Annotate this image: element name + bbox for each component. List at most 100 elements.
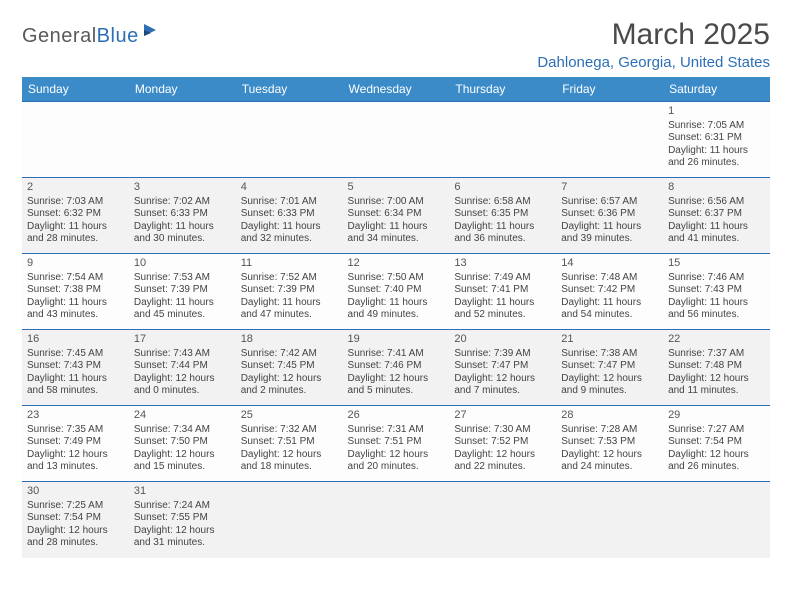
day-number: 1 <box>668 105 765 119</box>
calendar-cell <box>22 102 129 178</box>
day-info-line: Sunrise: 7:48 AM <box>561 272 658 285</box>
day-info-line: Sunset: 7:51 PM <box>348 436 445 449</box>
day-number: 29 <box>668 409 765 423</box>
day-header: Thursday <box>449 77 556 102</box>
day-info-line: Sunrise: 6:57 AM <box>561 196 658 209</box>
day-info-line: Sunset: 7:47 PM <box>454 360 551 373</box>
day-info-line: Sunrise: 7:37 AM <box>668 348 765 361</box>
day-info-line: Daylight: 11 hours <box>561 221 658 234</box>
day-info-line: Sunset: 6:34 PM <box>348 208 445 221</box>
day-info-line: Sunset: 7:42 PM <box>561 284 658 297</box>
calendar-week: 30Sunrise: 7:25 AMSunset: 7:54 PMDayligh… <box>22 482 770 558</box>
calendar-cell: 31Sunrise: 7:24 AMSunset: 7:55 PMDayligh… <box>129 482 236 558</box>
day-info-line: Sunrise: 6:56 AM <box>668 196 765 209</box>
day-info-line: and 45 minutes. <box>134 309 231 322</box>
calendar-cell: 15Sunrise: 7:46 AMSunset: 7:43 PMDayligh… <box>663 254 770 330</box>
day-header: Tuesday <box>236 77 343 102</box>
day-info-line: and 39 minutes. <box>561 233 658 246</box>
day-info-line: Sunrise: 7:43 AM <box>134 348 231 361</box>
day-number: 23 <box>27 409 124 423</box>
calendar-cell <box>236 102 343 178</box>
day-number: 17 <box>134 333 231 347</box>
day-info-line: and 22 minutes. <box>454 461 551 474</box>
location: Dahlonega, Georgia, United States <box>537 54 770 71</box>
day-info-line: Sunset: 7:47 PM <box>561 360 658 373</box>
day-info-line: and 28 minutes. <box>27 537 124 550</box>
calendar-week: 9Sunrise: 7:54 AMSunset: 7:38 PMDaylight… <box>22 254 770 330</box>
day-info-line: Sunrise: 7:02 AM <box>134 196 231 209</box>
day-info-line: and 2 minutes. <box>241 385 338 398</box>
day-info-line: Sunset: 6:32 PM <box>27 208 124 221</box>
day-info-line: and 32 minutes. <box>241 233 338 246</box>
logo-text: GeneralBlue <box>22 25 139 48</box>
day-number: 30 <box>27 485 124 499</box>
day-info-line: Daylight: 12 hours <box>27 525 124 538</box>
day-info-line: and 49 minutes. <box>348 309 445 322</box>
calendar-cell <box>556 482 663 558</box>
logo-text-1: General <box>22 25 97 47</box>
day-info-line: Sunrise: 7:46 AM <box>668 272 765 285</box>
day-info-line: Daylight: 11 hours <box>241 297 338 310</box>
day-info-line: and 30 minutes. <box>134 233 231 246</box>
day-info-line: Daylight: 11 hours <box>668 145 765 158</box>
day-info-line: Sunrise: 7:35 AM <box>27 424 124 437</box>
day-number: 8 <box>668 181 765 195</box>
day-info-line: Daylight: 11 hours <box>454 221 551 234</box>
day-info-line: Sunset: 7:44 PM <box>134 360 231 373</box>
calendar-cell: 30Sunrise: 7:25 AMSunset: 7:54 PMDayligh… <box>22 482 129 558</box>
day-info-line: Sunset: 7:46 PM <box>348 360 445 373</box>
day-info-line: Daylight: 12 hours <box>348 373 445 386</box>
day-info-line: Daylight: 11 hours <box>668 297 765 310</box>
day-info-line: Sunrise: 7:03 AM <box>27 196 124 209</box>
day-number: 2 <box>27 181 124 195</box>
day-info-line: and 24 minutes. <box>561 461 658 474</box>
day-info-line: Daylight: 11 hours <box>348 221 445 234</box>
day-info-line: and 18 minutes. <box>241 461 338 474</box>
flag-icon <box>143 22 165 43</box>
day-info-line: Sunset: 7:41 PM <box>454 284 551 297</box>
day-info-line: Daylight: 11 hours <box>561 297 658 310</box>
day-info-line: Sunrise: 7:54 AM <box>27 272 124 285</box>
day-info-line: Sunrise: 7:45 AM <box>27 348 124 361</box>
day-info-line: Sunset: 6:33 PM <box>241 208 338 221</box>
day-number: 25 <box>241 409 338 423</box>
title-block: March 2025 Dahlonega, Georgia, United St… <box>537 18 770 71</box>
day-info-line: Sunrise: 7:05 AM <box>668 120 765 133</box>
header: GeneralBlue March 2025 Dahlonega, Georgi… <box>22 18 770 71</box>
day-info-line: Daylight: 11 hours <box>134 297 231 310</box>
calendar-cell <box>663 482 770 558</box>
day-info-line: Sunrise: 7:50 AM <box>348 272 445 285</box>
day-info-line: and 9 minutes. <box>561 385 658 398</box>
day-info-line: and 52 minutes. <box>454 309 551 322</box>
day-info-line: Daylight: 11 hours <box>241 221 338 234</box>
calendar-cell <box>343 482 450 558</box>
day-number: 6 <box>454 181 551 195</box>
day-info-line: Sunrise: 7:28 AM <box>561 424 658 437</box>
calendar-cell: 7Sunrise: 6:57 AMSunset: 6:36 PMDaylight… <box>556 178 663 254</box>
day-number: 16 <box>27 333 124 347</box>
calendar-cell: 11Sunrise: 7:52 AMSunset: 7:39 PMDayligh… <box>236 254 343 330</box>
day-info-line: and 43 minutes. <box>27 309 124 322</box>
day-info-line: and 31 minutes. <box>134 537 231 550</box>
day-info-line: Sunset: 7:43 PM <box>668 284 765 297</box>
calendar-cell: 24Sunrise: 7:34 AMSunset: 7:50 PMDayligh… <box>129 406 236 482</box>
day-number: 27 <box>454 409 551 423</box>
calendar-cell: 19Sunrise: 7:41 AMSunset: 7:46 PMDayligh… <box>343 330 450 406</box>
day-number: 28 <box>561 409 658 423</box>
day-info-line: Sunset: 7:48 PM <box>668 360 765 373</box>
calendar-cell: 27Sunrise: 7:30 AMSunset: 7:52 PMDayligh… <box>449 406 556 482</box>
calendar-table: SundayMondayTuesdayWednesdayThursdayFrid… <box>22 77 770 558</box>
logo-text-2: Blue <box>97 25 139 47</box>
day-info-line: and 36 minutes. <box>454 233 551 246</box>
day-info-line: Sunrise: 7:25 AM <box>27 500 124 513</box>
calendar-cell: 14Sunrise: 7:48 AMSunset: 7:42 PMDayligh… <box>556 254 663 330</box>
logo: GeneralBlue <box>22 22 165 51</box>
day-number: 31 <box>134 485 231 499</box>
day-info-line: Daylight: 12 hours <box>134 373 231 386</box>
day-info-line: Sunset: 7:55 PM <box>134 512 231 525</box>
day-info-line: Daylight: 12 hours <box>454 373 551 386</box>
day-info-line: Daylight: 11 hours <box>668 221 765 234</box>
day-info-line: Daylight: 11 hours <box>27 297 124 310</box>
day-info-line: Sunrise: 7:53 AM <box>134 272 231 285</box>
day-number: 21 <box>561 333 658 347</box>
